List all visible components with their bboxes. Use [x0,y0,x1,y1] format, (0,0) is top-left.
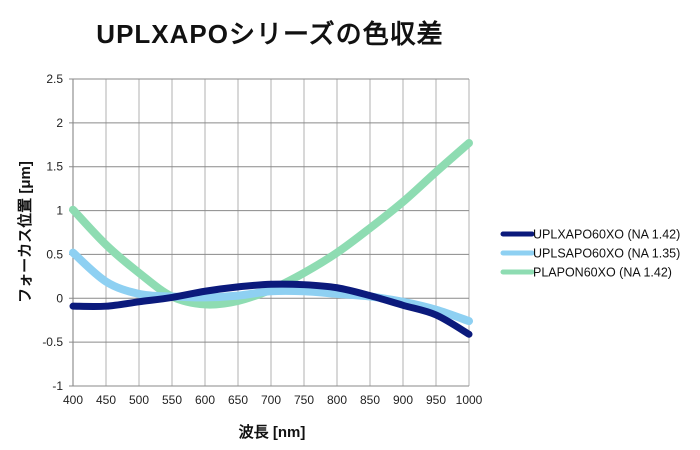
series-line-0 [69,280,473,338]
y-tick-label: 0 [56,291,63,305]
x-tick-label: 550 [162,393,182,407]
x-tick-label: 500 [129,393,149,407]
chart-title: UPLXAPOシリーズの色収差 [96,19,444,49]
x-tick-label: 650 [228,393,248,407]
grid [69,78,470,387]
y-axis-label: フォーカス位置 [μm] [16,161,34,303]
x-tick-label: 950 [426,393,446,407]
legend-label: PLAPON60XO (NA 1.42) [533,266,672,280]
x-tick-label: 900 [393,393,413,407]
y-tick-label: -0.5 [42,335,63,349]
series-lines [69,139,473,338]
tick-labels: 400 450 500 550 600 650 700 750 800 850 900 950 1000… [42,72,482,407]
x-tick-label: 700 [261,393,281,407]
y-tick-label: 1 [56,204,63,218]
x-tick-label: 850 [360,393,380,407]
y-tick-label: 2 [56,116,63,130]
y-tick-label: 2.5 [46,72,63,86]
y-tick-label: -1 [52,379,63,393]
x-tick-label: 750 [294,393,314,407]
x-tick-label: 800 [327,393,347,407]
x-tick-label: 450 [96,393,116,407]
y-tick-label: 1.5 [46,160,63,174]
legend-label: UPLSAPO60XO (NA 1.35) [533,247,680,261]
y-tick-label: 0.5 [46,247,63,261]
x-tick-label: 400 [63,393,83,407]
x-axis-label: 波長 [nm] [239,423,306,441]
x-tick-label: 600 [195,393,215,407]
legend: UPLXAPO60XO (NA 1.42) UPLSAPO60XO (NA 1.3… [500,228,680,280]
legend-label: UPLXAPO60XO (NA 1.42) [533,228,680,242]
x-tick-label: 1000 [456,393,483,407]
